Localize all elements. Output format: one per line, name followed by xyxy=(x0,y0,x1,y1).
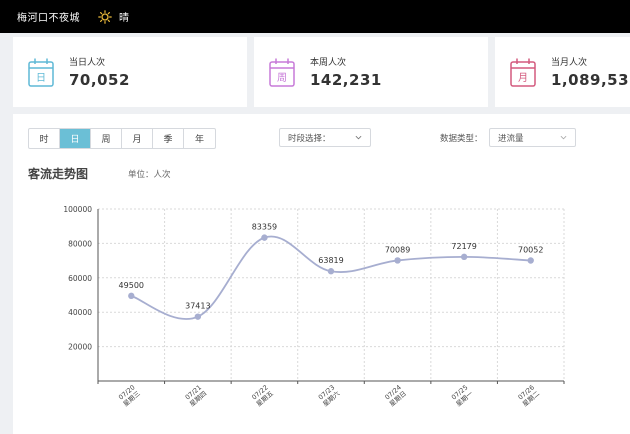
data-point xyxy=(327,268,335,275)
chevron-down-icon xyxy=(560,135,567,140)
x-tick-label: 07/21星期四 xyxy=(183,383,208,408)
chart-panel: 时 日 周 月 季 年 时段选择： 数据类型： 进流量 客流走势图 单位：人次 … xyxy=(13,114,630,434)
stat-value-month: 1,089,531 xyxy=(551,71,630,89)
x-tick-label: 07/22星期五 xyxy=(250,383,276,408)
sun-icon xyxy=(98,9,112,24)
calendar-day-char: 日 xyxy=(36,73,46,84)
chart-title: 客流走势图 xyxy=(28,167,89,181)
tab-month[interactable]: 月 xyxy=(122,129,153,148)
weather-text: 晴 xyxy=(119,13,129,24)
data-point xyxy=(128,292,135,300)
x-tick-label: 07/23星期六 xyxy=(316,383,342,408)
data-label: 72179 xyxy=(451,242,476,251)
stat-card-week: 周 本周人次 142,231 xyxy=(254,37,488,107)
data-label: 49500 xyxy=(119,281,144,290)
site-name: 梅河口不夜城 xyxy=(17,13,80,24)
stat-label-day: 当日人次 xyxy=(69,58,106,68)
calendar-month-char: 月 xyxy=(518,72,528,84)
stat-value-week: 142,231 xyxy=(310,71,382,89)
period-select-label: 时段选择： xyxy=(288,133,331,144)
x-tick-label: 07/25星期一 xyxy=(449,383,475,408)
traffic-line-chart: 20000 40000 60000 80000 100000 07/20星期三 07/21星… xyxy=(63,205,565,408)
granularity-tabs: 时 日 周 月 季 年 xyxy=(28,128,216,149)
data-type-label: 数据类型： xyxy=(440,134,483,144)
data-label: 70052 xyxy=(518,246,543,255)
data-type-select[interactable]: 进流量 xyxy=(489,128,576,147)
y-tick-label: 80000 xyxy=(68,239,92,248)
y-tick-label: 100000 xyxy=(63,205,92,214)
data-point xyxy=(261,234,268,241)
unit-label: 单位：人次 xyxy=(128,170,171,180)
tab-hour[interactable]: 时 xyxy=(29,129,60,148)
data-label: 83359 xyxy=(252,223,277,232)
stat-label-week: 本周人次 xyxy=(310,58,347,68)
data-point xyxy=(394,257,401,264)
stat-value-day: 70,052 xyxy=(69,71,130,89)
tab-year[interactable]: 年 xyxy=(194,135,204,145)
data-label: 63819 xyxy=(318,256,343,265)
stat-card-day: 日 当日人次 70,052 xyxy=(13,37,247,107)
tab-quarter[interactable]: 季 xyxy=(153,129,184,148)
data-label: 70089 xyxy=(385,245,410,254)
chevron-down-icon xyxy=(355,135,362,140)
period-select[interactable]: 时段选择： xyxy=(279,128,371,147)
y-tick-label: 20000 xyxy=(68,343,92,352)
data-point xyxy=(527,257,534,264)
x-tick-label: 07/26星期二 xyxy=(516,383,542,408)
calendar-week-char: 周 xyxy=(277,72,287,84)
data-point xyxy=(460,253,468,261)
data-type-value: 进流量 xyxy=(498,133,524,144)
x-tick-label: 07/24星期日 xyxy=(383,383,408,408)
y-tick-label: 40000 xyxy=(68,308,92,317)
tab-week[interactable]: 周 xyxy=(91,129,122,148)
stat-card-month: 月 当月人次 1,089,531 xyxy=(495,37,630,107)
tab-day[interactable]: 日 xyxy=(60,129,91,148)
calendar-month-icon: 月 xyxy=(510,58,536,87)
stat-label-month: 当月人次 xyxy=(551,58,588,68)
y-tick-label: 60000 xyxy=(68,274,92,283)
top-bar: 梅河口不夜城 晴 xyxy=(0,0,630,33)
calendar-day-icon: 日 xyxy=(28,58,54,87)
calendar-week-icon: 周 xyxy=(269,58,295,87)
x-tick-label: 07/20星期三 xyxy=(116,383,142,408)
data-label: 37413 xyxy=(185,302,210,311)
data-point xyxy=(194,313,202,320)
